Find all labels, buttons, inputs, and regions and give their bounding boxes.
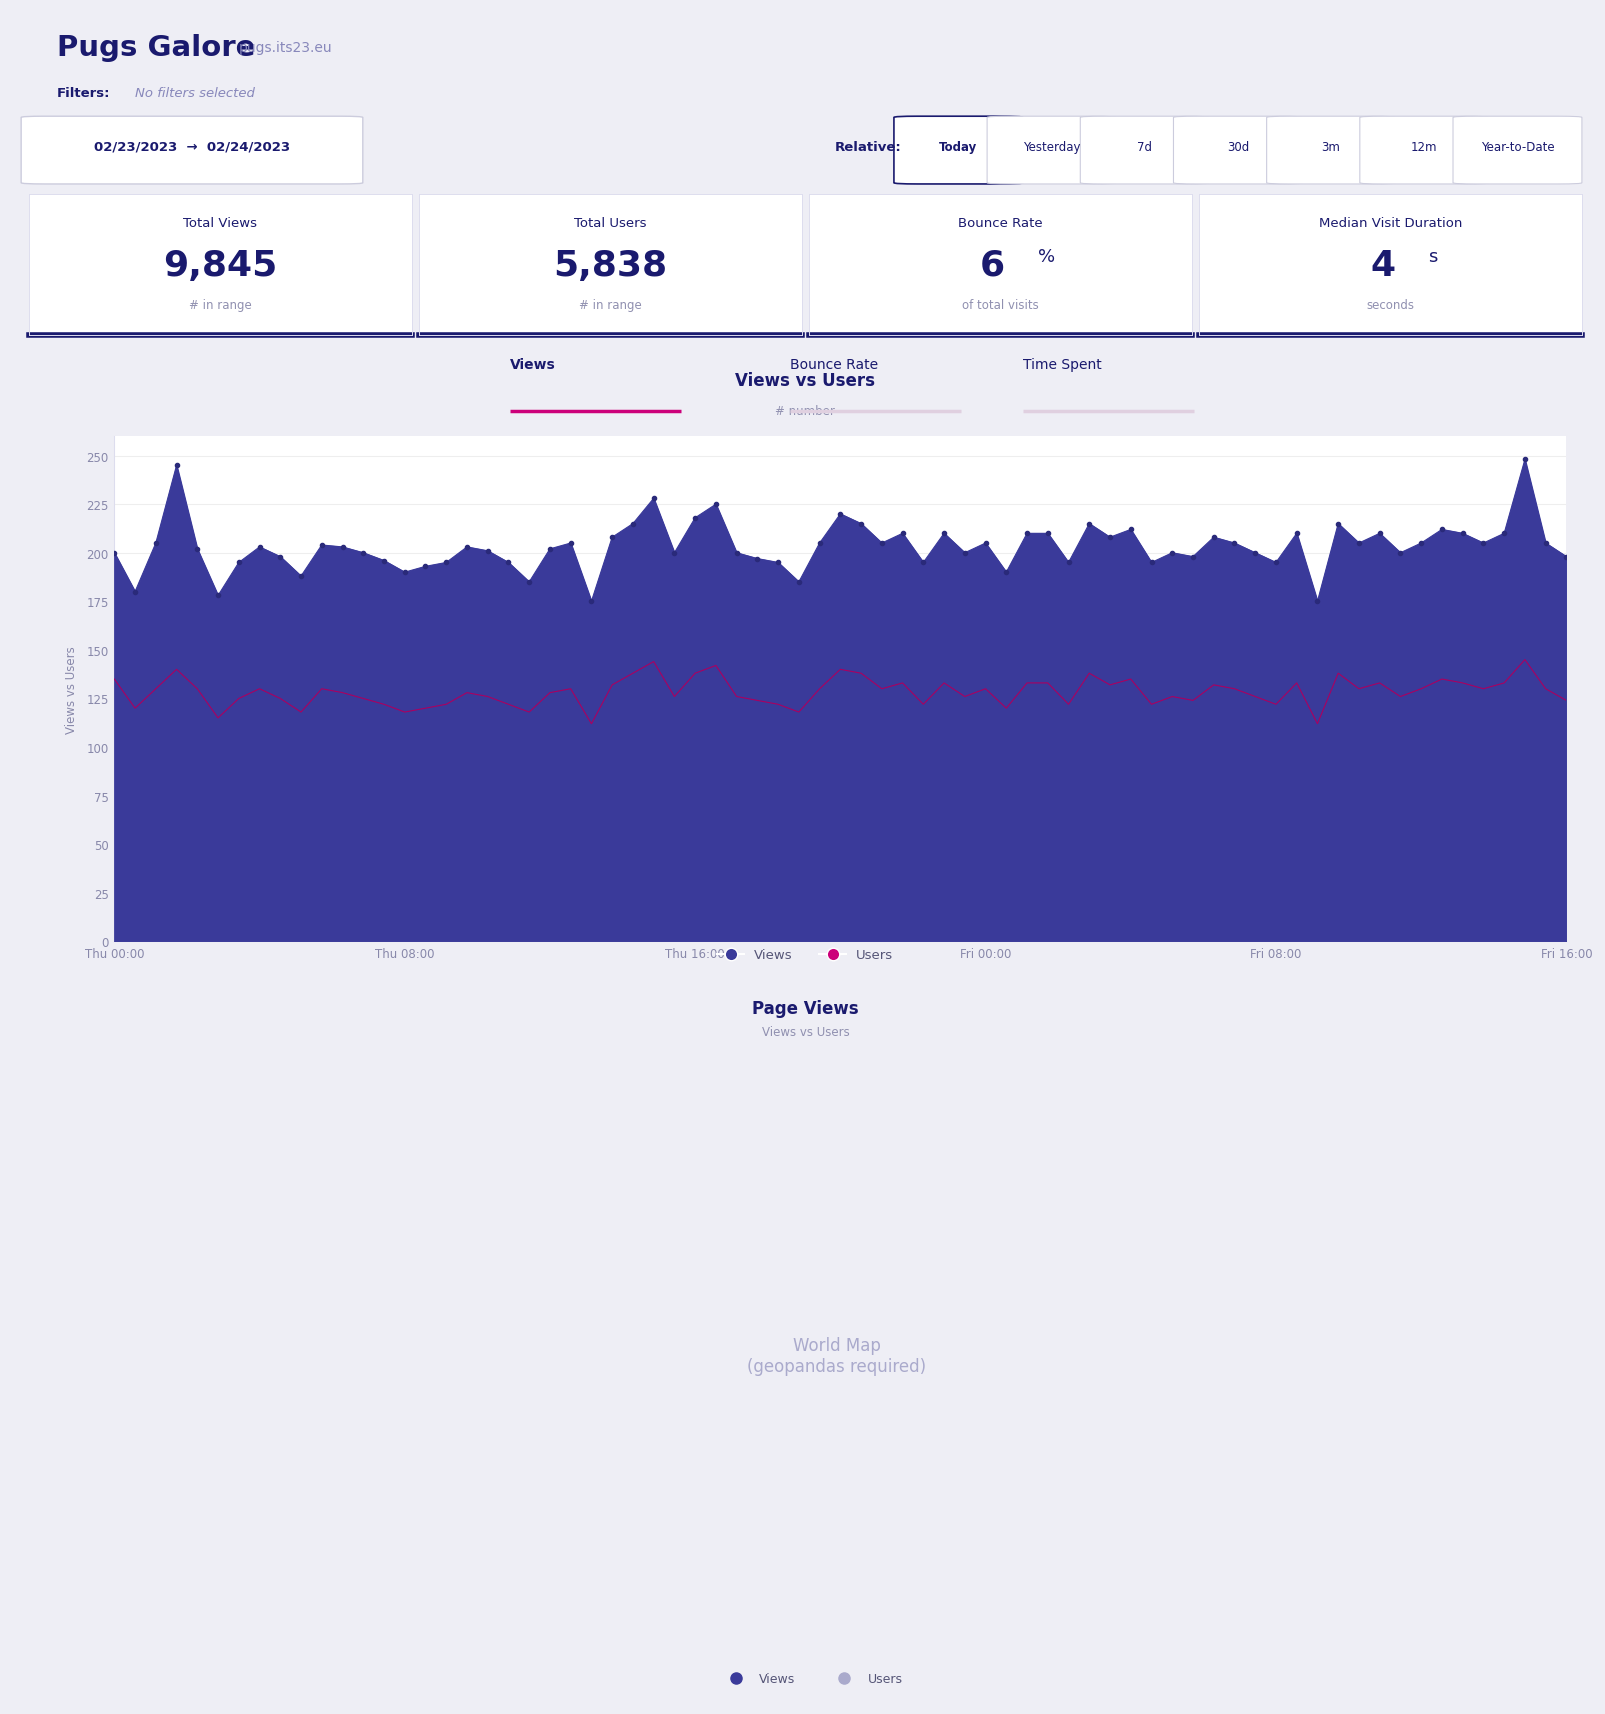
Text: Pugs Galore: Pugs Galore	[56, 34, 255, 62]
Text: seconds: seconds	[1366, 298, 1414, 312]
Text: of total visits: of total visits	[961, 298, 1038, 312]
Text: Views vs Users: Views vs Users	[761, 1025, 849, 1039]
Text: Filters:: Filters:	[56, 87, 111, 99]
Text: 5,838: 5,838	[554, 249, 668, 283]
Text: Views: Views	[758, 1671, 794, 1685]
Text: Users: Users	[867, 1671, 902, 1685]
Text: Total Views: Total Views	[183, 216, 257, 230]
FancyBboxPatch shape	[1453, 117, 1581, 185]
Text: pugs.its23.eu: pugs.its23.eu	[239, 41, 332, 55]
Text: %: %	[1037, 249, 1054, 266]
FancyBboxPatch shape	[1359, 117, 1488, 185]
Text: 9,845: 9,845	[164, 249, 278, 283]
Legend: Views, Users: Views, Users	[711, 944, 899, 967]
Text: # in range: # in range	[189, 298, 252, 312]
FancyBboxPatch shape	[987, 117, 1115, 185]
Text: Views vs Users: Views vs Users	[735, 372, 875, 389]
Text: Yesterday: Yesterday	[1022, 141, 1080, 154]
Text: 30d: 30d	[1226, 141, 1249, 154]
Text: Relative:: Relative:	[835, 141, 900, 154]
Text: 3m: 3m	[1321, 141, 1340, 154]
FancyBboxPatch shape	[894, 117, 1022, 185]
FancyBboxPatch shape	[1173, 117, 1302, 185]
Text: Page Views: Page Views	[751, 999, 859, 1018]
FancyBboxPatch shape	[1266, 117, 1395, 185]
Text: 4: 4	[1369, 249, 1395, 283]
Text: 02/23/2023  →  02/24/2023: 02/23/2023 → 02/24/2023	[93, 141, 291, 154]
Text: Total Users: Total Users	[575, 216, 647, 230]
Text: Median Visit Duration: Median Visit Duration	[1318, 216, 1461, 230]
Text: Bounce Rate: Bounce Rate	[958, 216, 1042, 230]
Text: Today: Today	[939, 141, 977, 154]
Text: Year-to-Date: Year-to-Date	[1480, 141, 1554, 154]
Text: No filters selected: No filters selected	[135, 87, 254, 99]
Text: 7d: 7d	[1136, 141, 1151, 154]
Text: s: s	[1427, 249, 1436, 266]
FancyBboxPatch shape	[21, 117, 363, 185]
Text: 12m: 12m	[1411, 141, 1436, 154]
Text: # number: # number	[775, 405, 835, 418]
Text: # in range: # in range	[579, 298, 642, 312]
FancyBboxPatch shape	[1080, 117, 1209, 185]
Text: 6: 6	[979, 249, 1005, 283]
